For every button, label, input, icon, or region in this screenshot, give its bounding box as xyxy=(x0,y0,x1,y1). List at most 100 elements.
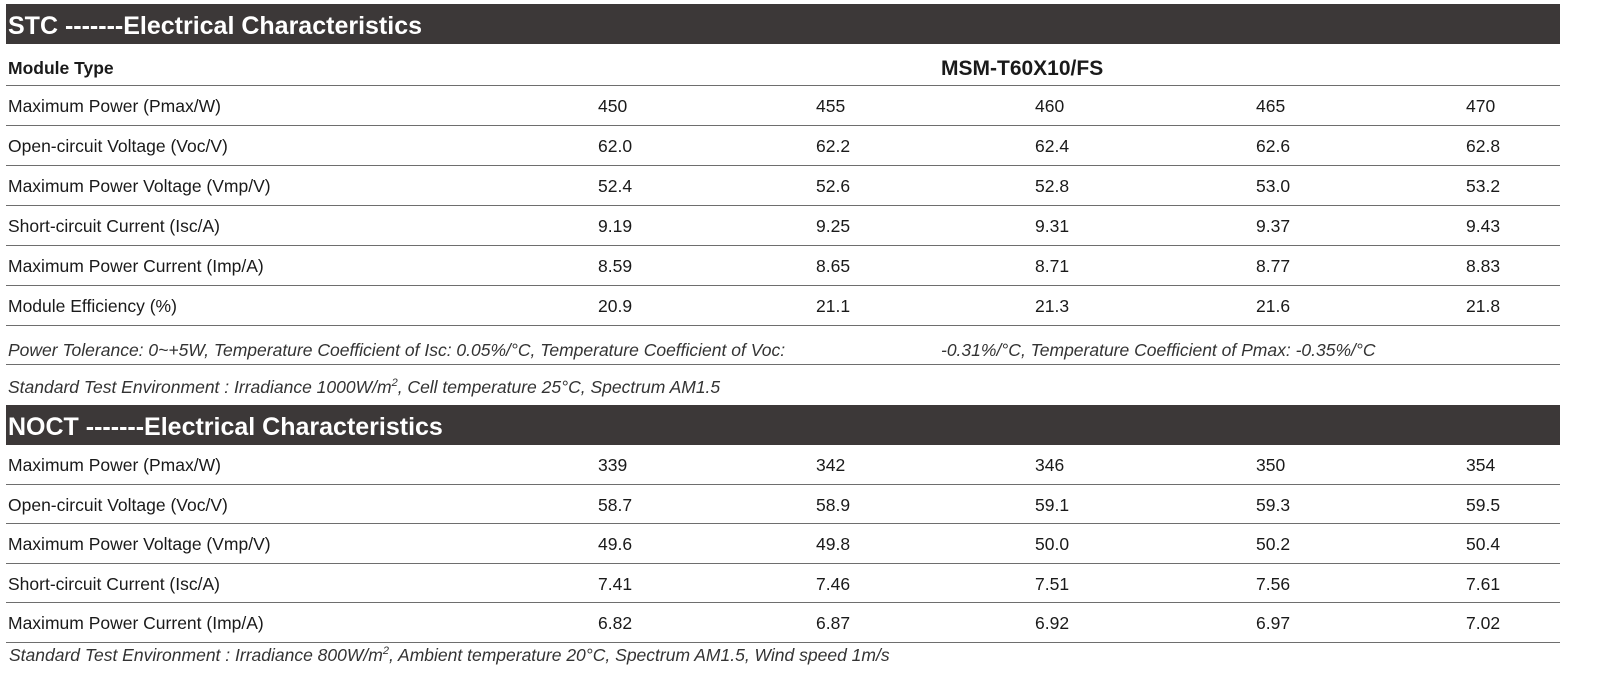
row-value: 7.46 xyxy=(816,573,851,594)
row-value: 470 xyxy=(1466,96,1496,116)
row-value: 58.7 xyxy=(598,494,633,515)
row-value: 62.6 xyxy=(1256,136,1291,156)
row-value: 20.9 xyxy=(598,296,633,316)
tolerance-note-part2: -0.31%/°C, Temperature Coefficient of Pm… xyxy=(941,340,1376,360)
row-value: 9.43 xyxy=(1466,216,1501,236)
table-row: Module Efficiency (%) 20.9 21.1 21.3 21.6 21.… xyxy=(6,286,1560,326)
row-label: Maximum Power (Pmax/W) xyxy=(8,96,221,116)
row-value: 455 xyxy=(816,96,846,116)
row-label: Maximum Power (Pmax/W) xyxy=(8,455,221,475)
stc-std-env-text-after: , Cell temperature 25°C, Spectrum AM1.5 xyxy=(397,377,721,397)
row-value: 8.65 xyxy=(816,256,851,276)
stc-standard-env-note: Standard Test Environment : Irradiance 1… xyxy=(8,377,720,398)
row-value: 53.0 xyxy=(1256,176,1291,196)
row-value: 350 xyxy=(1256,455,1286,475)
row-value: 7.56 xyxy=(1256,573,1291,594)
row-value: 8.59 xyxy=(598,256,633,276)
row-value: 450 xyxy=(598,96,628,116)
row-value: 8.71 xyxy=(1035,256,1070,276)
row-value: 8.83 xyxy=(1466,256,1501,276)
row-value: 52.6 xyxy=(816,176,851,196)
table-row: Open-circuit Voltage (Voc/V) 62.0 62.2 62.4… xyxy=(6,126,1560,166)
row-value: 6.82 xyxy=(598,613,633,633)
stc-section-header: STC -------Electrical Characteristics xyxy=(6,4,1560,44)
stc-section-title: STC -------Electrical Characteristics xyxy=(8,12,423,40)
row-value: 354 xyxy=(1466,455,1496,475)
row-label: Short-circuit Current (Isc/A) xyxy=(8,216,220,236)
table-row: Open-circuit Voltage (Voc/V) 58.7 58.9 59.1… xyxy=(6,485,1560,524)
tolerance-note-part1: Power Tolerance: 0~+5W, Temperature Coef… xyxy=(8,340,786,360)
table-row: Short-circuit Current (Isc/A) 9.19 9.25 9.3… xyxy=(6,206,1560,246)
row-value: 339 xyxy=(598,455,628,475)
row-value: 460 xyxy=(1035,96,1065,116)
row-value: 6.97 xyxy=(1256,613,1291,633)
row-value: 62.0 xyxy=(598,136,633,156)
table-row: Maximum Power Current (Imp/A) 8.59 8.65 8.7… xyxy=(6,246,1560,286)
stc-std-env-text: Standard Test Environment : Irradiance 1… xyxy=(8,377,392,397)
noct-std-env-sup: 2 xyxy=(382,644,389,657)
row-value: 342 xyxy=(816,455,846,475)
row-value: 62.4 xyxy=(1035,136,1070,156)
row-value: 59.3 xyxy=(1256,494,1291,515)
table-row: Maximum Power Voltage (Vmp/V) 49.6 49.8 50.… xyxy=(6,524,1560,564)
row-value: 49.6 xyxy=(598,534,633,554)
row-value: 49.8 xyxy=(816,534,851,554)
datasheet: STC -------Electrical Characteristics Mo… xyxy=(6,4,1560,673)
row-value: 6.87 xyxy=(816,613,851,633)
row-value: 7.61 xyxy=(1466,573,1501,594)
table-row: Maximum Power Voltage (Vmp/V) 52.4 52.6 52.… xyxy=(6,166,1560,206)
noct-standard-env-note: Standard Test Environment : Irradiance 8… xyxy=(9,645,890,666)
noct-table-body: Maximum Power (Pmax/W) 339 342 346 350 354 Ope… xyxy=(6,445,1560,643)
noct-section-header: NOCT -------Electrical Characteristics xyxy=(6,405,1560,445)
row-value: 7.02 xyxy=(1466,613,1501,633)
row-value: 59.5 xyxy=(1466,494,1501,515)
row-value: 52.4 xyxy=(598,176,633,196)
table-row: Maximum Power (Pmax/W) 339 342 346 350 354 xyxy=(6,445,1560,485)
row-label: Maximum Power Current (Imp/A) xyxy=(8,256,264,276)
table-row: Short-circuit Current (Isc/A) 7.41 7.46 7.5… xyxy=(6,564,1560,603)
row-label: Module Efficiency (%) xyxy=(8,296,177,316)
row-value: 346 xyxy=(1035,455,1065,475)
row-value: 58.9 xyxy=(816,494,851,515)
row-label: Short-circuit Current (Isc/A) xyxy=(8,573,220,594)
row-label: Maximum Power Voltage (Vmp/V) xyxy=(8,534,271,554)
row-value: 7.41 xyxy=(598,573,633,594)
row-label: Maximum Power Current (Imp/A) xyxy=(8,613,264,633)
stc-table-body: Maximum Power (Pmax/W) 450 455 460 465 470 Ope… xyxy=(6,86,1560,326)
stc-std-env-sup: 2 xyxy=(391,377,398,390)
noct-std-env-text-after: , Ambient temperature 20°C, Spectrum AM1… xyxy=(388,644,890,665)
row-value: 7.51 xyxy=(1035,573,1070,594)
noct-std-env-text: Standard Test Environment : Irradiance 8… xyxy=(9,644,383,665)
row-label: Open-circuit Voltage (Voc/V) xyxy=(8,136,228,156)
row-value: 8.77 xyxy=(1256,256,1291,276)
row-value: 53.2 xyxy=(1466,176,1501,196)
row-value: 21.8 xyxy=(1466,296,1501,316)
row-value: 9.25 xyxy=(816,216,851,236)
row-value: 21.1 xyxy=(816,296,851,316)
row-value: 59.1 xyxy=(1035,494,1070,515)
tolerance-note-row: Power Tolerance: 0~+5W, Temperature Coef… xyxy=(6,326,1560,365)
row-value: 9.31 xyxy=(1035,216,1070,236)
row-value: 21.6 xyxy=(1256,296,1291,316)
row-value: 62.8 xyxy=(1466,136,1501,156)
row-value: 6.92 xyxy=(1035,613,1070,633)
table-row: Maximum Power (Pmax/W) 450 455 460 465 470 xyxy=(6,86,1560,126)
row-value: 9.19 xyxy=(598,216,633,236)
row-value: 21.3 xyxy=(1035,296,1070,316)
row-value: 50.4 xyxy=(1466,534,1501,554)
noct-standard-env-row: Standard Test Environment : Irradiance 8… xyxy=(6,643,1560,673)
row-value: 465 xyxy=(1256,96,1286,116)
row-value: 50.0 xyxy=(1035,534,1070,554)
row-value: 62.2 xyxy=(816,136,851,156)
row-value: 50.2 xyxy=(1256,534,1291,554)
stc-standard-env-row: Standard Test Environment : Irradiance 1… xyxy=(6,365,1560,405)
module-model: MSM-T60X10/FS xyxy=(941,57,1104,80)
module-type-row: Module Type MSM-T60X10/FS xyxy=(6,44,1560,86)
noct-section-title: NOCT -------Electrical Characteristics xyxy=(8,413,443,441)
row-label: Open-circuit Voltage (Voc/V) xyxy=(8,494,228,515)
row-label: Maximum Power Voltage (Vmp/V) xyxy=(8,176,271,196)
row-value: 9.37 xyxy=(1256,216,1291,236)
module-type-label: Module Type xyxy=(8,58,114,78)
table-row: Maximum Power Current (Imp/A) 6.82 6.87 6.9… xyxy=(6,603,1560,643)
row-value: 52.8 xyxy=(1035,176,1070,196)
